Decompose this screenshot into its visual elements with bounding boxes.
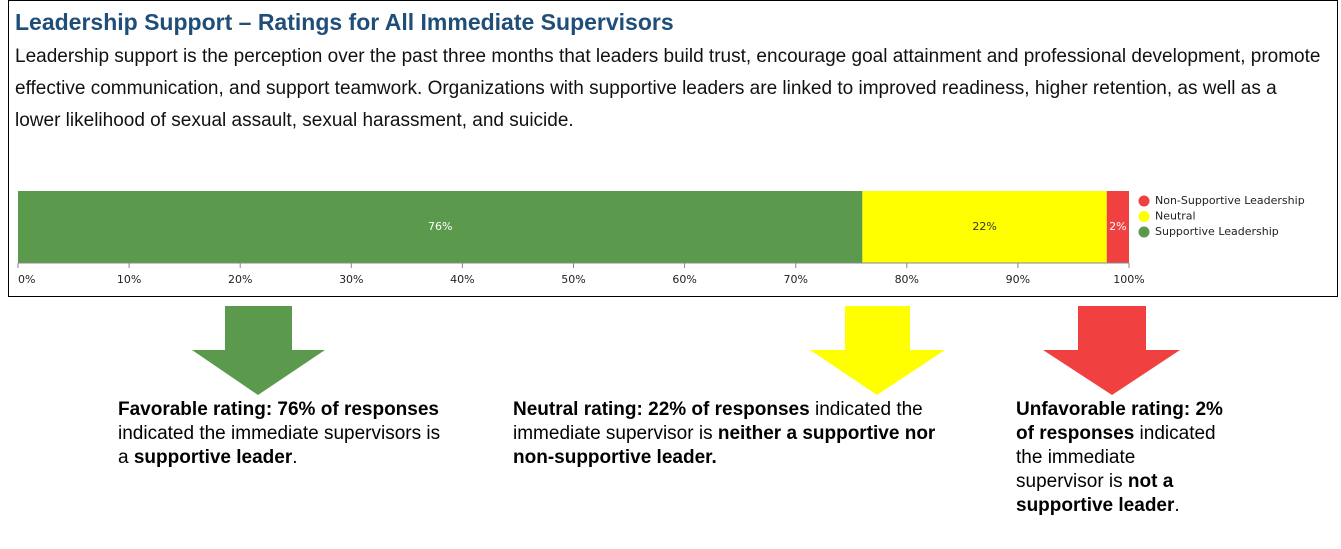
arrow-unfavorable	[1043, 306, 1180, 395]
value-label: 2%	[1109, 220, 1126, 233]
callout-text: not a supportive leader	[1016, 471, 1175, 516]
bar-segment	[862, 191, 1107, 263]
chart-panel: Leadership Support – Ratings for All Imm…	[8, 0, 1338, 297]
x-tick-label: 10%	[117, 273, 141, 286]
callout-text: .	[292, 447, 298, 468]
x-tick-label: 80%	[895, 273, 919, 286]
arrow-favorable	[192, 306, 325, 395]
callout-text: indicated the immediate supervisor is	[513, 399, 923, 444]
bar-segment	[18, 191, 863, 263]
x-tick-label: 90%	[1006, 273, 1030, 286]
callout: Unfavorable rating: 2% of responses indi…	[1016, 398, 1226, 518]
x-tick-label: 0%	[18, 273, 35, 286]
arrow-neutral	[810, 306, 945, 395]
bar-segment	[1106, 191, 1129, 263]
callout-text: indicated the immediate supervisors is a	[118, 423, 441, 468]
callout-text: Unfavorable rating: 2% of responses	[1016, 399, 1223, 444]
callout-text: Favorable rating: 76% of responses	[118, 399, 439, 420]
legend-swatch	[1138, 211, 1150, 222]
legend-swatch	[1138, 195, 1150, 207]
x-tick-label: 100%	[1113, 273, 1144, 286]
callout-text: .	[1174, 495, 1180, 516]
x-tick-label: 70%	[783, 273, 807, 286]
value-label: 76%	[428, 220, 452, 233]
x-tick-label: 40%	[450, 273, 474, 286]
chart-title: Leadership Support – Ratings for All Imm…	[15, 9, 674, 35]
callout: Favorable rating: 76% of responses indic…	[118, 398, 453, 470]
legend-label: Neutral	[1155, 210, 1196, 223]
callout-text: supportive leader	[133, 447, 293, 468]
x-tick-label: 20%	[228, 273, 252, 286]
callout-text: Neutral rating: 22% of responses	[513, 399, 810, 420]
chart: 76% 22% 2% 0% 10% 20% 30% 40% 50% 60% 70% 80% 90% 100…	[17, 191, 1305, 286]
x-tick-label: 50%	[561, 273, 585, 286]
callout-text: indicated the immediate supervisor is	[1016, 423, 1216, 492]
legend-label: Non-Supportive Leadership	[1155, 194, 1305, 207]
callout-text: neither a supportive nor non-supportive …	[513, 423, 936, 468]
value-label: 22%	[972, 220, 996, 233]
legend-swatch	[1138, 226, 1150, 238]
chart-subtitle: Leadership support is the perception ove…	[15, 46, 1321, 131]
legend-label: Supportive Leadership	[1155, 225, 1279, 238]
x-tick-label: 60%	[672, 273, 696, 286]
x-tick-label: 30%	[339, 273, 363, 286]
callout: Neutral rating: 22% of responses indicat…	[513, 398, 953, 470]
